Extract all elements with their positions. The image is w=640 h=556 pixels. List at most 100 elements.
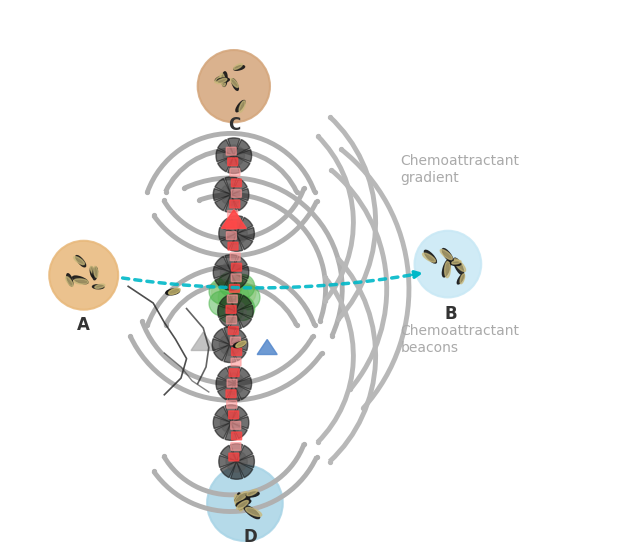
Wedge shape: [219, 227, 237, 240]
Wedge shape: [221, 345, 230, 354]
Wedge shape: [229, 184, 233, 195]
Ellipse shape: [93, 266, 98, 277]
Ellipse shape: [93, 267, 97, 280]
Circle shape: [218, 299, 243, 323]
Ellipse shape: [234, 342, 246, 348]
Ellipse shape: [422, 253, 435, 262]
Wedge shape: [234, 156, 250, 172]
Wedge shape: [216, 378, 234, 390]
Wedge shape: [226, 231, 237, 236]
Wedge shape: [236, 302, 244, 311]
Wedge shape: [234, 150, 252, 162]
Wedge shape: [221, 336, 230, 345]
Text: Chemoattractant
gradient: Chemoattractant gradient: [401, 154, 520, 185]
Wedge shape: [234, 375, 243, 384]
FancyBboxPatch shape: [226, 305, 236, 313]
Wedge shape: [233, 301, 237, 311]
Wedge shape: [223, 153, 234, 158]
FancyBboxPatch shape: [229, 453, 239, 461]
Wedge shape: [234, 147, 243, 156]
Wedge shape: [232, 373, 236, 384]
Wedge shape: [230, 329, 246, 345]
Wedge shape: [214, 329, 230, 345]
Polygon shape: [191, 332, 216, 350]
Wedge shape: [220, 461, 237, 478]
Wedge shape: [234, 153, 244, 158]
Ellipse shape: [445, 261, 451, 277]
Wedge shape: [220, 217, 237, 234]
Polygon shape: [221, 210, 246, 229]
Wedge shape: [220, 342, 230, 347]
Wedge shape: [232, 384, 236, 394]
Circle shape: [230, 274, 255, 299]
FancyBboxPatch shape: [231, 274, 241, 282]
FancyBboxPatch shape: [228, 158, 237, 166]
Wedge shape: [229, 294, 241, 311]
Wedge shape: [231, 406, 247, 423]
Wedge shape: [218, 156, 234, 172]
Ellipse shape: [74, 256, 84, 265]
Wedge shape: [237, 234, 253, 250]
Wedge shape: [218, 368, 234, 384]
Wedge shape: [223, 381, 234, 386]
Wedge shape: [230, 342, 241, 347]
Ellipse shape: [244, 505, 260, 519]
Wedge shape: [234, 156, 243, 165]
Ellipse shape: [236, 341, 246, 348]
FancyBboxPatch shape: [226, 390, 236, 398]
Wedge shape: [229, 262, 233, 272]
Ellipse shape: [90, 267, 95, 277]
Ellipse shape: [236, 500, 251, 507]
Circle shape: [218, 272, 243, 296]
Wedge shape: [237, 234, 246, 242]
Wedge shape: [229, 412, 233, 423]
Ellipse shape: [237, 500, 248, 509]
FancyBboxPatch shape: [232, 348, 241, 355]
Circle shape: [236, 285, 260, 310]
Ellipse shape: [236, 493, 241, 506]
Ellipse shape: [236, 101, 245, 112]
Wedge shape: [230, 339, 248, 351]
Wedge shape: [231, 423, 240, 431]
Ellipse shape: [457, 274, 464, 284]
FancyBboxPatch shape: [228, 242, 238, 250]
Wedge shape: [237, 231, 247, 236]
FancyBboxPatch shape: [226, 221, 236, 229]
Ellipse shape: [67, 274, 73, 286]
Wedge shape: [222, 423, 231, 431]
Wedge shape: [228, 461, 237, 470]
Wedge shape: [231, 195, 247, 211]
Wedge shape: [231, 264, 240, 272]
FancyBboxPatch shape: [230, 421, 241, 429]
FancyBboxPatch shape: [227, 316, 237, 324]
Wedge shape: [231, 195, 240, 203]
Wedge shape: [230, 345, 239, 354]
FancyBboxPatch shape: [232, 179, 241, 187]
Wedge shape: [228, 345, 232, 355]
Wedge shape: [222, 272, 231, 281]
Text: A: A: [77, 316, 90, 334]
Wedge shape: [212, 339, 230, 351]
Ellipse shape: [247, 489, 257, 496]
Ellipse shape: [166, 289, 180, 295]
FancyBboxPatch shape: [227, 295, 237, 303]
FancyBboxPatch shape: [230, 285, 239, 292]
Ellipse shape: [76, 256, 86, 267]
Ellipse shape: [215, 76, 223, 83]
Polygon shape: [257, 340, 277, 355]
Wedge shape: [230, 444, 243, 461]
Circle shape: [230, 296, 255, 321]
Ellipse shape: [239, 496, 250, 510]
Wedge shape: [228, 366, 240, 384]
Wedge shape: [220, 420, 231, 425]
FancyBboxPatch shape: [230, 168, 240, 176]
Circle shape: [218, 282, 250, 313]
Wedge shape: [228, 225, 237, 234]
Wedge shape: [225, 309, 236, 314]
Wedge shape: [230, 345, 246, 361]
FancyBboxPatch shape: [230, 337, 241, 345]
Ellipse shape: [235, 493, 251, 502]
Wedge shape: [234, 384, 243, 393]
FancyBboxPatch shape: [228, 411, 239, 419]
Ellipse shape: [440, 250, 452, 260]
